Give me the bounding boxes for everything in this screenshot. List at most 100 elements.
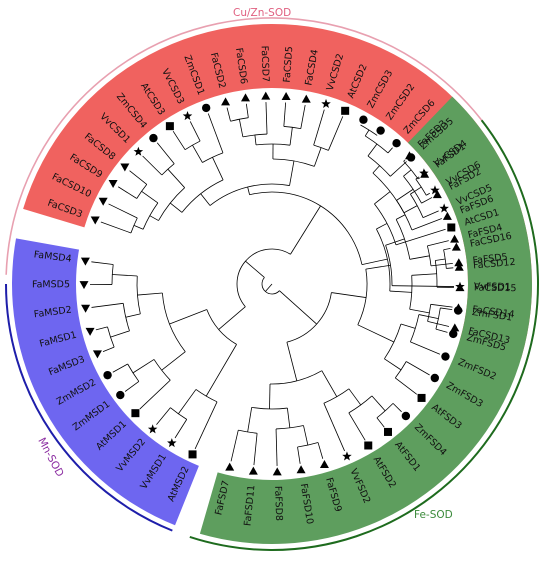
leaf-label: FaCSD6 — [233, 47, 249, 85]
tree-branch-arc — [184, 140, 201, 150]
tree-branch — [421, 197, 433, 204]
tree-branch — [110, 330, 130, 338]
tree-branch — [396, 188, 414, 201]
tree-branch — [390, 161, 407, 177]
leaf-label: FaMSD5 — [32, 279, 70, 290]
tree-branch — [392, 403, 402, 413]
tree-branch-arc — [313, 144, 329, 151]
tree-branch — [230, 430, 239, 462]
tree-branch-arc — [272, 158, 315, 167]
star-marker — [439, 203, 449, 213]
tree-branch — [253, 433, 258, 466]
star-marker — [167, 438, 177, 448]
cu-zn-sod-label: Cu/Zn-SOD — [233, 7, 291, 19]
triangle-up-marker — [225, 462, 235, 471]
tree-branch — [286, 342, 298, 381]
tree-branch-arc — [249, 191, 363, 265]
tree-branch — [100, 221, 132, 234]
tree-branch-arc — [394, 361, 407, 379]
tree-branch-arc — [384, 323, 402, 360]
triangle-down-marker — [80, 257, 90, 266]
triangle-down-marker — [85, 327, 95, 336]
tree-branch — [117, 186, 137, 199]
tree-branch-arc — [209, 183, 290, 206]
tree-branch-arc — [376, 403, 394, 419]
tree-branch — [385, 238, 405, 246]
tree-branch — [283, 102, 287, 127]
tree-branch — [348, 388, 362, 406]
tree-branch-arc — [136, 275, 141, 314]
circle-marker — [453, 306, 463, 315]
tree-branch — [245, 103, 249, 118]
tree-branch — [391, 285, 454, 287]
tree-branch — [313, 147, 322, 167]
tree-branch — [161, 351, 186, 371]
tree-branch-arc — [111, 264, 114, 285]
tree-branch — [112, 363, 128, 373]
square-marker — [417, 393, 426, 402]
tree-branch — [376, 223, 388, 230]
triangle-up-marker — [454, 262, 464, 271]
tree-branch-arc — [427, 304, 432, 322]
tree-branch — [348, 412, 366, 441]
triangle-up-marker — [420, 169, 430, 178]
tree-branch-arc — [161, 163, 175, 176]
star-marker — [321, 98, 331, 108]
triangle-up-marker — [296, 465, 306, 474]
tree-branch-arc — [415, 178, 427, 196]
leaf-label: FaMSD4 — [33, 249, 72, 265]
tree-branch-arc — [357, 269, 368, 325]
triangle-up-marker — [450, 234, 460, 243]
circle-marker — [430, 373, 440, 383]
leaf-label: FaMSD2 — [33, 305, 72, 321]
tree-branch — [389, 290, 412, 293]
tree-branch — [331, 292, 367, 298]
tree-branch — [156, 407, 171, 425]
tree-branch-arc — [161, 292, 186, 352]
tree-branch-arc — [395, 219, 411, 260]
tree-branch — [254, 134, 257, 145]
tree-branch — [411, 273, 437, 276]
tree-branch — [279, 290, 317, 325]
tree-branch — [238, 119, 244, 137]
tree-root — [265, 283, 273, 292]
tree-branch — [418, 314, 439, 320]
tree-branch — [417, 177, 421, 180]
triangle-up-marker — [281, 92, 291, 101]
tree-branch — [364, 129, 370, 137]
tree-branch-arc — [297, 442, 319, 448]
square-marker — [447, 223, 456, 232]
tree-branch — [409, 308, 430, 314]
circle-marker — [441, 352, 450, 361]
tree-branch — [430, 303, 453, 308]
tree-branch — [247, 186, 250, 195]
tree-branch — [446, 267, 454, 269]
tree-branch — [169, 309, 207, 325]
mn-sod-label: Mn-SOD — [35, 436, 66, 479]
circle-marker — [392, 138, 401, 148]
tree-branch — [289, 160, 295, 186]
circle-marker — [449, 329, 458, 339]
tree-branch-arc — [426, 245, 432, 266]
tree-branch — [200, 193, 211, 206]
tree-branch — [435, 328, 448, 333]
tree-branch — [403, 205, 418, 214]
tree-branch — [290, 205, 321, 255]
tree-branch — [317, 442, 324, 459]
tree-branch-arc — [107, 326, 115, 348]
tree-branch — [142, 155, 163, 176]
tree-branch-arc — [170, 407, 187, 420]
tree-branch — [376, 417, 385, 428]
triangle-up-marker — [432, 190, 442, 199]
tree-branch — [297, 446, 301, 464]
tree-branch — [411, 218, 442, 231]
tree-branch — [174, 419, 188, 439]
tree-branch — [178, 389, 197, 415]
tree-branch — [91, 261, 114, 265]
triangle-down-marker — [90, 216, 100, 225]
tree-branch-arc — [261, 277, 280, 295]
tree-branch — [172, 130, 186, 150]
tree-branch-arc — [276, 425, 304, 430]
tree-branch-arc — [374, 203, 397, 246]
tree-branch — [395, 228, 446, 246]
